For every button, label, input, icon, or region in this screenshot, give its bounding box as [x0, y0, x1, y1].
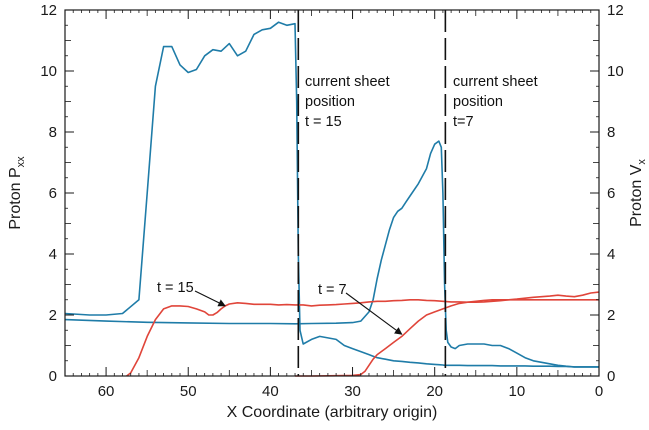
x-tick-label: 60 [98, 383, 115, 400]
left-y-axis-title: Proton Pxx [7, 156, 27, 230]
vx-curve [295, 299, 599, 377]
current-sheet-lines [297, 10, 447, 376]
y-left-tick-label: 0 [49, 368, 57, 385]
annotation-t15-label: t = 15 [157, 280, 194, 296]
annotation-line: position [453, 94, 503, 110]
annotation-line: current sheet [453, 74, 538, 90]
y-left-tick-label: 10 [40, 63, 57, 80]
y-right-tick-label: 4 [607, 246, 615, 263]
y-left-tick-label: 12 [40, 2, 57, 19]
annotation-current-sheet-t15: current sheet position t = 15 [305, 74, 394, 130]
right-y-axis-title-main: Proton V [628, 164, 645, 227]
annotation-line: current sheet [305, 74, 390, 90]
y-left-tick-label: 2 [49, 307, 57, 324]
x-tick-label: 0 [595, 383, 603, 400]
pxx-curve [64, 21, 599, 368]
y-right-tick-label: 12 [607, 2, 624, 19]
left-y-axis-title-sub: xx [15, 156, 27, 168]
x-tick-label: 50 [180, 383, 197, 400]
vx-curve [126, 291, 600, 377]
x-tick-label: 20 [426, 383, 443, 400]
y-left-tick-label: 6 [49, 185, 57, 202]
pxx-curve [64, 140, 599, 368]
y-right-tick-label: 0 [607, 368, 615, 385]
annotation-t7-label: t = 7 [318, 282, 347, 298]
annotation-line: position [305, 94, 355, 110]
y-right-tick-label: 8 [607, 124, 615, 141]
y-left-tick-label: 8 [49, 124, 57, 141]
annotation-line: t=7 [453, 114, 474, 130]
annotation-t15-arrow [194, 290, 226, 307]
y-right-tick-label: 6 [607, 185, 615, 202]
annotation-t7-arrow [345, 292, 403, 335]
annotation-current-sheet-t7: current sheet position t=7 [453, 74, 542, 130]
plot-frame [64, 9, 600, 377]
right-y-axis-title: Proton Vx [628, 159, 648, 227]
annotation-line: t = 15 [305, 114, 342, 130]
x-tick-label: 10 [509, 383, 526, 400]
x-tick-label: 30 [344, 383, 361, 400]
left-y-axis-title-main: Proton P [7, 167, 24, 229]
y-right-tick-label: 2 [607, 307, 615, 324]
y-right-tick-label: 10 [607, 63, 624, 80]
axis-ticks [64, 9, 600, 377]
x-tick-label: 40 [262, 383, 279, 400]
x-axis-title: X Coordinate (arbitrary origin) [227, 404, 438, 421]
y-left-tick-label: 4 [49, 246, 57, 263]
data-layer [64, 21, 600, 377]
right-y-axis-title-sub: x [636, 159, 648, 165]
